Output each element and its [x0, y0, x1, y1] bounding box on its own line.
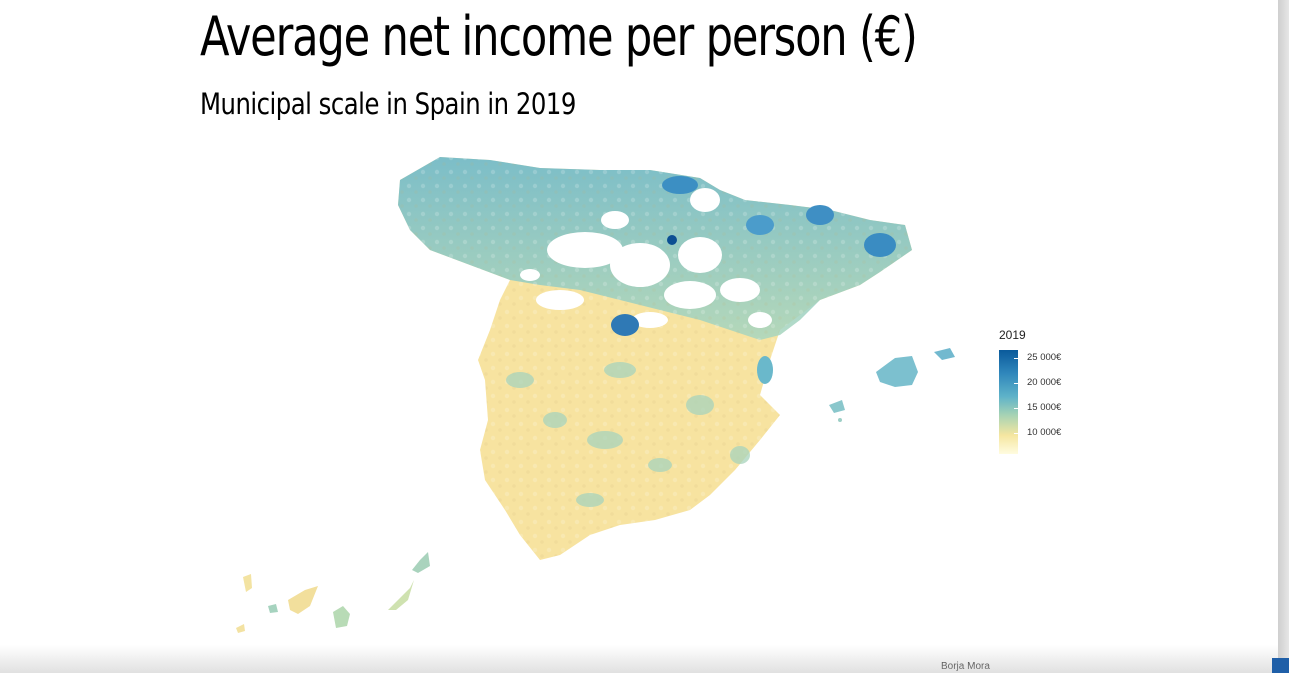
author-caption: Borja Mora	[941, 661, 990, 672]
canary-islands	[236, 552, 430, 633]
map-subtitle: Municipal scale in Spain in 2019	[200, 87, 576, 121]
legend-label-10000: 10 000€	[1027, 427, 1062, 438]
high-income-hotspots	[611, 176, 896, 384]
map-title: Average net income per person (€)	[200, 5, 918, 68]
legend-color-scale	[999, 350, 1018, 454]
legend-tick	[1014, 433, 1019, 434]
mid-income-patches	[506, 362, 750, 507]
map-legend: 2019 25 000€ 20 000€ 15 000€ 10 000€	[998, 328, 1088, 458]
legend-tick	[1014, 358, 1019, 359]
legend-label-20000: 20 000€	[1027, 377, 1062, 388]
legend-label-25000: 25 000€	[1027, 352, 1062, 363]
corner-accent	[1272, 658, 1289, 673]
window-edge	[1278, 0, 1289, 673]
legend-title: 2019	[999, 328, 1026, 342]
legend-label-15000: 15 000€	[1027, 402, 1062, 413]
legend-tick	[1014, 408, 1019, 409]
legend-tick	[1014, 383, 1019, 384]
mainland-spain	[398, 157, 912, 560]
no-data-areas	[520, 188, 772, 328]
balearic-islands	[829, 348, 955, 422]
